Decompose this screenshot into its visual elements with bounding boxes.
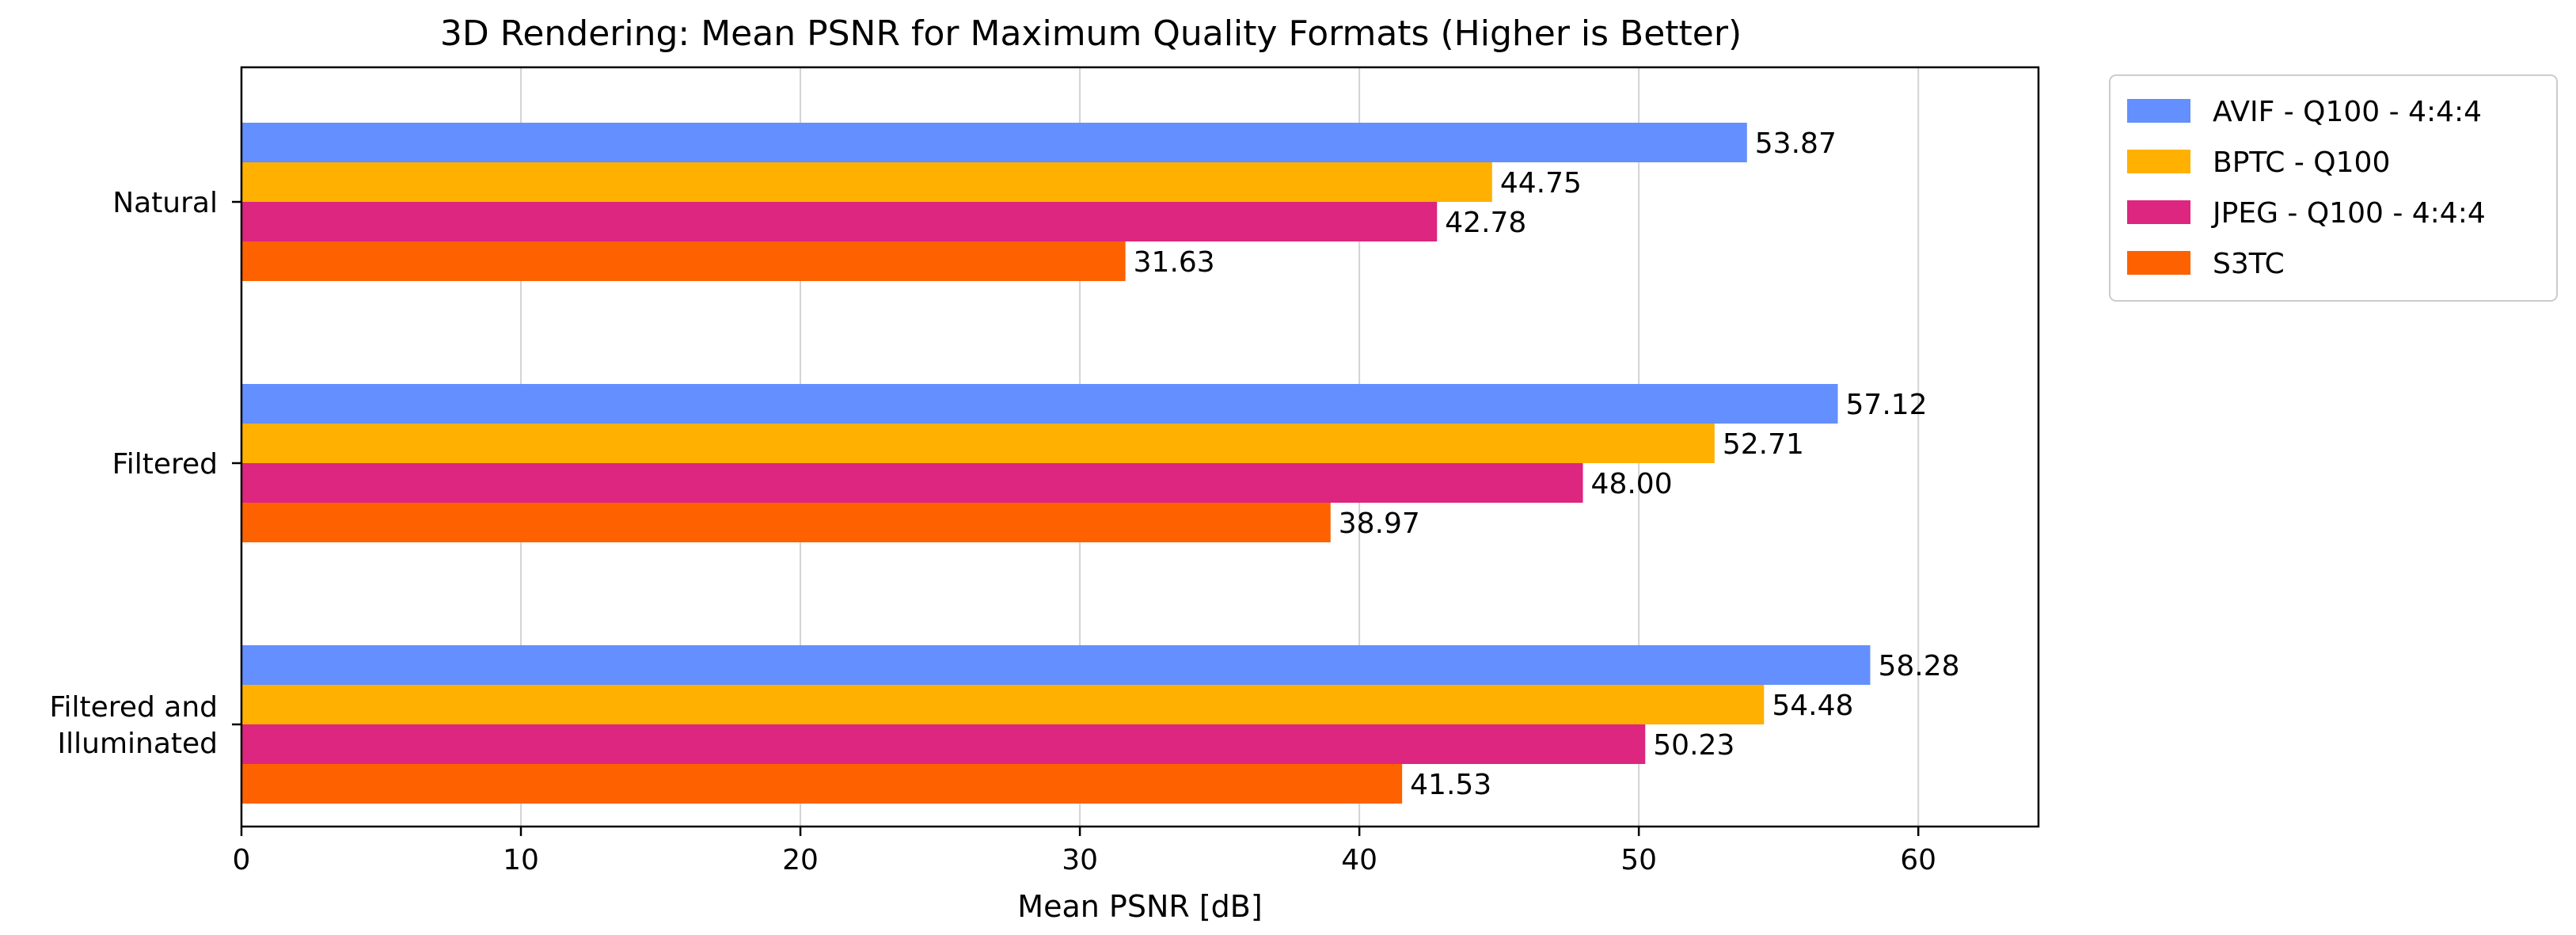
legend-swatch xyxy=(2127,150,2190,173)
x-tick-label: 10 xyxy=(503,844,539,876)
bar xyxy=(241,724,1646,764)
x-tick-label: 30 xyxy=(1062,844,1098,876)
data-label: 44.75 xyxy=(1500,167,1582,200)
bar xyxy=(241,241,1126,281)
data-label: 38.97 xyxy=(1339,507,1420,540)
data-label: 48.00 xyxy=(1591,468,1673,500)
legend-swatch xyxy=(2127,99,2190,123)
legend-entry: S3TC xyxy=(2213,248,2285,280)
bar xyxy=(241,685,1765,724)
legend-box xyxy=(2109,74,2558,302)
bar xyxy=(241,764,1403,804)
x-tick-label: 50 xyxy=(1620,844,1657,876)
legend-entry: BPTC - Q100 xyxy=(2213,146,2390,179)
bar xyxy=(241,503,1331,542)
y-axis: Natural Filtered Filtered and Illuminated xyxy=(49,187,241,760)
data-label: 57.12 xyxy=(1846,389,1928,421)
data-label: 42.78 xyxy=(1445,207,1526,239)
bar xyxy=(241,384,1838,424)
bar xyxy=(241,645,1871,685)
legend-swatch xyxy=(2127,200,2190,224)
x-tick-label: 20 xyxy=(782,844,819,876)
bar xyxy=(241,424,1715,463)
legend-swatch xyxy=(2127,251,2190,275)
data-label: 53.87 xyxy=(1755,127,1837,160)
data-label: 50.23 xyxy=(1653,729,1734,762)
data-label: 54.48 xyxy=(1772,690,1853,722)
y-tick-label: Natural xyxy=(112,187,218,219)
bar xyxy=(241,162,1492,202)
legend: AVIF - Q100 - 4:4:4 BPTC - Q100 JPEG - Q10… xyxy=(2109,74,2558,302)
x-tick-label: 0 xyxy=(233,844,251,876)
bars: 53.87 44.75 42.78 31.63 57.12 52.71 48.00 38.97… xyxy=(241,123,1960,804)
chart-title: 3D Rendering: Mean PSNR for Maximum Qual… xyxy=(440,13,1742,54)
data-label: 52.71 xyxy=(1723,428,1804,461)
y-tick-label: Filtered xyxy=(112,448,218,481)
y-tick-label: Illuminated xyxy=(58,728,218,760)
bar xyxy=(241,202,1438,241)
bar xyxy=(241,463,1583,503)
y-tick-label: Filtered and xyxy=(49,691,218,724)
legend-entry: JPEG - Q100 - 4:4:4 xyxy=(2211,197,2486,230)
x-axis: 0 10 20 30 40 50 60 xyxy=(233,827,1936,876)
legend-entry: AVIF - Q100 - 4:4:4 xyxy=(2213,96,2482,128)
bar xyxy=(241,123,1747,162)
data-label: 41.53 xyxy=(1410,769,1491,801)
data-label: 31.63 xyxy=(1134,246,1215,279)
x-tick-label: 40 xyxy=(1341,844,1377,876)
x-axis-label: Mean PSNR [dB] xyxy=(1017,889,1262,924)
data-label: 58.28 xyxy=(1878,650,1959,682)
plot-frame xyxy=(240,66,2040,828)
x-tick-label: 60 xyxy=(1900,844,1936,876)
